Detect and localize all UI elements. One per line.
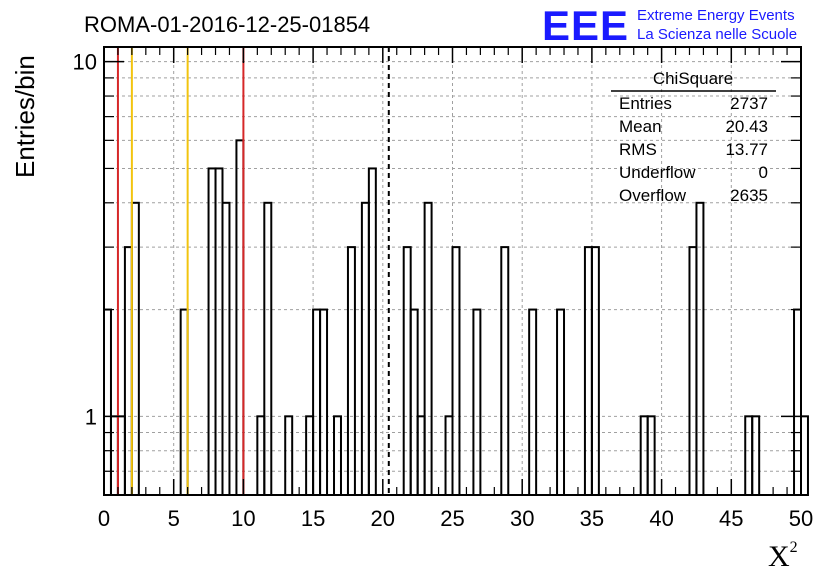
stats-box: ChiSquare Entries 2737 Mean 20.43 RMS 13…: [611, 69, 776, 205]
stats-value-underflow: 0: [759, 163, 768, 182]
x-tick-label: 25: [440, 506, 464, 531]
x-axis-label-base: X: [768, 540, 790, 572]
x-tick-label: 15: [301, 506, 325, 531]
x-tick-label: 45: [719, 506, 743, 531]
histogram-bin: [472, 308, 482, 496]
histogram-bin: [235, 139, 245, 496]
histogram-bin: [444, 415, 454, 496]
x-tick-label: 10: [231, 506, 255, 531]
axis-ticks: [103, 47, 802, 496]
stats-label-rms: RMS: [619, 140, 657, 159]
histogram-bin: [319, 308, 329, 496]
x-tick-label: 30: [510, 506, 534, 531]
y-axis-label: Entries/bin: [10, 55, 40, 178]
histogram-bin: [123, 246, 133, 496]
stats-title: ChiSquare: [653, 69, 733, 88]
stats-value-mean: 20.43: [725, 117, 768, 136]
histogram-bin: [256, 415, 266, 496]
x-tick-label: 50: [789, 506, 813, 531]
stats-value-entries: 2737: [730, 94, 768, 113]
histogram-bin: [556, 308, 566, 496]
histogram-bin: [312, 308, 322, 496]
histogram-bin: [800, 415, 809, 496]
chart-title: ROMA-01-2016-12-25-01854: [84, 12, 370, 37]
x-axis-label-superscript: 2: [790, 539, 798, 556]
tick-labels: 0 5 10 15 20 25 30 35 40 45 50 1 10: [73, 50, 814, 531]
x-tick-label: 20: [371, 506, 395, 531]
y-tick-label: 1: [85, 404, 97, 429]
histogram-bin: [409, 308, 419, 496]
histogram-bin: [333, 415, 342, 496]
eee-logo: EEE Extreme Energy Events La Scienza nel…: [542, 2, 797, 49]
histogram-bin: [751, 415, 761, 496]
eee-logo-line2: La Scienza nelle Scuole: [637, 26, 797, 43]
histogram-bin: [793, 308, 803, 496]
histogram-bin: [109, 415, 119, 496]
histogram-bin: [346, 246, 356, 496]
histogram-bin: [179, 308, 189, 496]
histogram-bin: [590, 246, 600, 496]
histogram-bin: [416, 415, 426, 496]
stats-label-overflow: Overflow: [619, 186, 687, 205]
y-tick-label: 10: [73, 50, 97, 75]
histogram-bin: [646, 415, 656, 496]
histogram-bin: [284, 415, 294, 496]
stats-label-entries: Entries: [619, 94, 672, 113]
x-tick-label: 0: [98, 506, 110, 531]
histogram-bin: [214, 167, 224, 497]
stats-label-underflow: Underflow: [619, 163, 696, 182]
x-tick-label: 5: [168, 506, 180, 531]
stats-value-overflow: 2635: [730, 186, 768, 205]
histogram-bin: [639, 415, 649, 496]
histogram-bin: [451, 246, 461, 496]
histogram-bin: [744, 415, 754, 496]
histogram-bin: [583, 246, 593, 496]
eee-logo-mark: EEE: [542, 2, 629, 49]
histogram-bin: [528, 308, 538, 496]
x-tick-label: 35: [580, 506, 604, 531]
histogram-bin: [116, 415, 126, 496]
histogram-bin: [103, 308, 112, 496]
histogram-bin: [500, 246, 510, 496]
histogram-bars: [103, 139, 809, 497]
histogram-bin: [305, 415, 315, 496]
stats-label-mean: Mean: [619, 117, 662, 136]
x-axis-label: X2: [768, 539, 798, 572]
histogram-bin: [402, 246, 412, 496]
x-tick-label: 40: [649, 506, 673, 531]
histogram-bin: [367, 167, 377, 497]
histogram-bin: [688, 246, 698, 496]
stats-value-rms: 13.77: [725, 140, 768, 159]
histogram-bin: [207, 167, 217, 497]
eee-logo-line1: Extreme Energy Events: [637, 7, 795, 24]
reference-lines: [116, 47, 390, 495]
